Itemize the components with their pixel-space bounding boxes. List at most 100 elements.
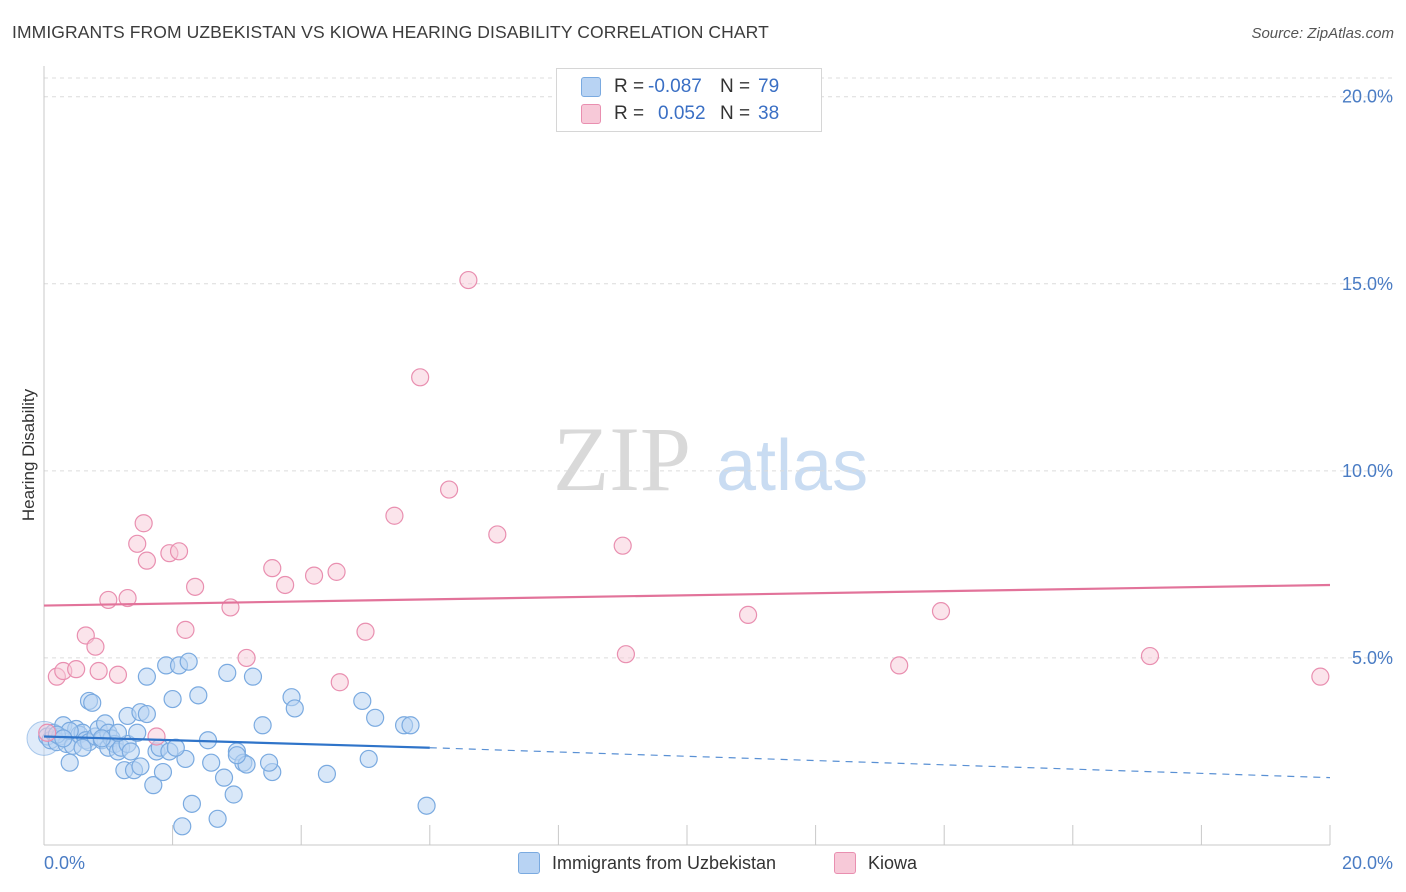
- legend-row-uzbekistan: R = -0.087 N = 79: [581, 75, 779, 99]
- data-point-uzbekistan: [179, 652, 198, 671]
- data-point-uzbekistan: [131, 757, 150, 776]
- data-point-uzbekistan: [285, 699, 304, 718]
- series-legend: Immigrants from Uzbekistan Kiowa: [0, 852, 1406, 876]
- series-legend-kiowa[interactable]: Kiowa: [834, 852, 917, 874]
- series-legend-uzbekistan[interactable]: Immigrants from Uzbekistan: [518, 852, 776, 874]
- data-point-kiowa: [890, 656, 909, 675]
- data-point-uzbekistan: [218, 663, 237, 682]
- data-point-kiowa: [1140, 646, 1160, 666]
- y-tick-label: 5.0%: [1352, 648, 1393, 668]
- legend-r-value: -0.087: [648, 76, 702, 97]
- data-point-uzbekistan: [83, 693, 102, 712]
- data-point-kiowa: [459, 270, 478, 290]
- data-point-uzbekistan: [153, 762, 173, 782]
- data-point-uzbekistan: [166, 738, 185, 757]
- legend-swatch-pink: [581, 104, 601, 124]
- y-axis-title: Hearing Disability: [19, 388, 38, 521]
- data-point-uzbekistan: [417, 796, 436, 815]
- stats-legend: R = -0.087 N = 79 R = 0.052 N = 38: [556, 68, 822, 132]
- data-point-uzbekistan: [359, 749, 378, 769]
- legend-n-label: N =: [720, 103, 751, 124]
- data-point-kiowa: [411, 368, 430, 387]
- data-point-uzbekistan: [60, 753, 79, 772]
- data-point-kiowa: [356, 622, 375, 641]
- data-point-uzbekistan: [54, 729, 73, 748]
- data-point-kiowa: [108, 665, 128, 684]
- chart-title: IMMIGRANTS FROM UZBEKISTAN VS KIOWA HEAR…: [12, 22, 769, 42]
- legend-n-value: 38: [758, 103, 780, 124]
- x-tick-label: 20.0%: [1342, 853, 1393, 873]
- trend-line-uzbekistan-extension: [429, 747, 1331, 779]
- legend-n-label: N =: [720, 76, 751, 97]
- data-point-uzbekistan: [128, 723, 147, 742]
- data-point-kiowa: [147, 727, 166, 746]
- series-swatch-blue: [518, 852, 540, 874]
- y-tick-label: 15.0%: [1342, 274, 1393, 294]
- legend-n-value: 79: [758, 76, 780, 97]
- data-point-uzbekistan: [189, 686, 208, 705]
- data-point-kiowa: [616, 645, 636, 664]
- data-point-uzbekistan: [208, 809, 227, 828]
- trend-line-uzbekistan: [43, 735, 430, 749]
- gridlines: [44, 77, 1392, 659]
- series-swatch-pink: [834, 852, 856, 874]
- legend-r-label: R =: [614, 76, 645, 97]
- data-point-uzbekistan: [353, 691, 372, 711]
- data-point-uzbekistan: [366, 708, 385, 727]
- data-point-uzbekistan: [214, 768, 234, 787]
- watermark: ZIP atlas: [553, 408, 868, 510]
- data-point-kiowa: [385, 506, 404, 525]
- data-point-uzbekistan: [202, 753, 221, 772]
- legend-row-kiowa: R = 0.052 N = 38: [581, 102, 779, 126]
- series-legend-label: Kiowa: [868, 852, 918, 873]
- data-point-uzbekistan: [224, 785, 243, 804]
- data-point-uzbekistan: [259, 753, 279, 772]
- data-point-uzbekistan: [144, 776, 163, 795]
- legend-r-label: R =: [614, 103, 645, 124]
- series-kiowa-points: [38, 270, 1330, 746]
- data-point-kiowa: [738, 605, 758, 625]
- trend-line-kiowa: [43, 583, 1331, 607]
- data-point-kiowa: [327, 562, 346, 581]
- data-point-uzbekistan: [243, 667, 263, 686]
- data-point-kiowa: [169, 542, 189, 561]
- series-legend-label: Immigrants from Uzbekistan: [552, 852, 777, 873]
- data-point-kiowa: [263, 559, 282, 578]
- data-point-kiowa: [128, 534, 147, 553]
- data-point-kiowa: [99, 590, 118, 610]
- data-point-kiowa: [137, 551, 156, 570]
- data-point-kiowa: [488, 525, 507, 544]
- data-point-uzbekistan: [227, 746, 246, 765]
- data-point-uzbekistan: [253, 716, 272, 735]
- data-point-uzbekistan: [163, 689, 182, 709]
- trend-lines: [43, 583, 1331, 779]
- data-point-uzbekistan: [173, 817, 192, 836]
- data-point-kiowa: [118, 588, 137, 608]
- data-point-kiowa: [439, 480, 459, 499]
- data-point-kiowa: [304, 566, 324, 585]
- data-point-kiowa: [67, 660, 86, 679]
- data-point-kiowa: [89, 661, 108, 681]
- data-point-kiowa: [38, 723, 57, 742]
- data-point-kiowa: [86, 637, 105, 656]
- tick-labels: 5.0% 10.0% 15.0% 20.0% 0.0% 20.0%: [44, 87, 1393, 873]
- data-point-kiowa: [186, 577, 205, 596]
- data-point-kiowa: [330, 673, 349, 692]
- data-point-kiowa: [237, 648, 256, 668]
- data-point-uzbekistan: [137, 704, 156, 724]
- y-tick-label: 20.0%: [1342, 87, 1393, 107]
- data-point-uzbekistan: [121, 742, 140, 761]
- data-point-uzbekistan: [73, 738, 92, 757]
- data-point-kiowa: [613, 536, 632, 555]
- data-point-kiowa: [931, 602, 951, 621]
- x-tick-label: 0.0%: [44, 853, 85, 873]
- data-point-uzbekistan: [108, 723, 128, 742]
- watermark-atlas: atlas: [716, 426, 868, 506]
- watermark-zip: ZIP: [553, 408, 691, 510]
- data-point-uzbekistan: [137, 667, 156, 686]
- source-label: Source: ZipAtlas.com: [1251, 25, 1394, 42]
- data-point-kiowa: [176, 620, 195, 639]
- data-point-kiowa: [134, 514, 153, 533]
- legend-r-value: 0.052: [658, 103, 706, 124]
